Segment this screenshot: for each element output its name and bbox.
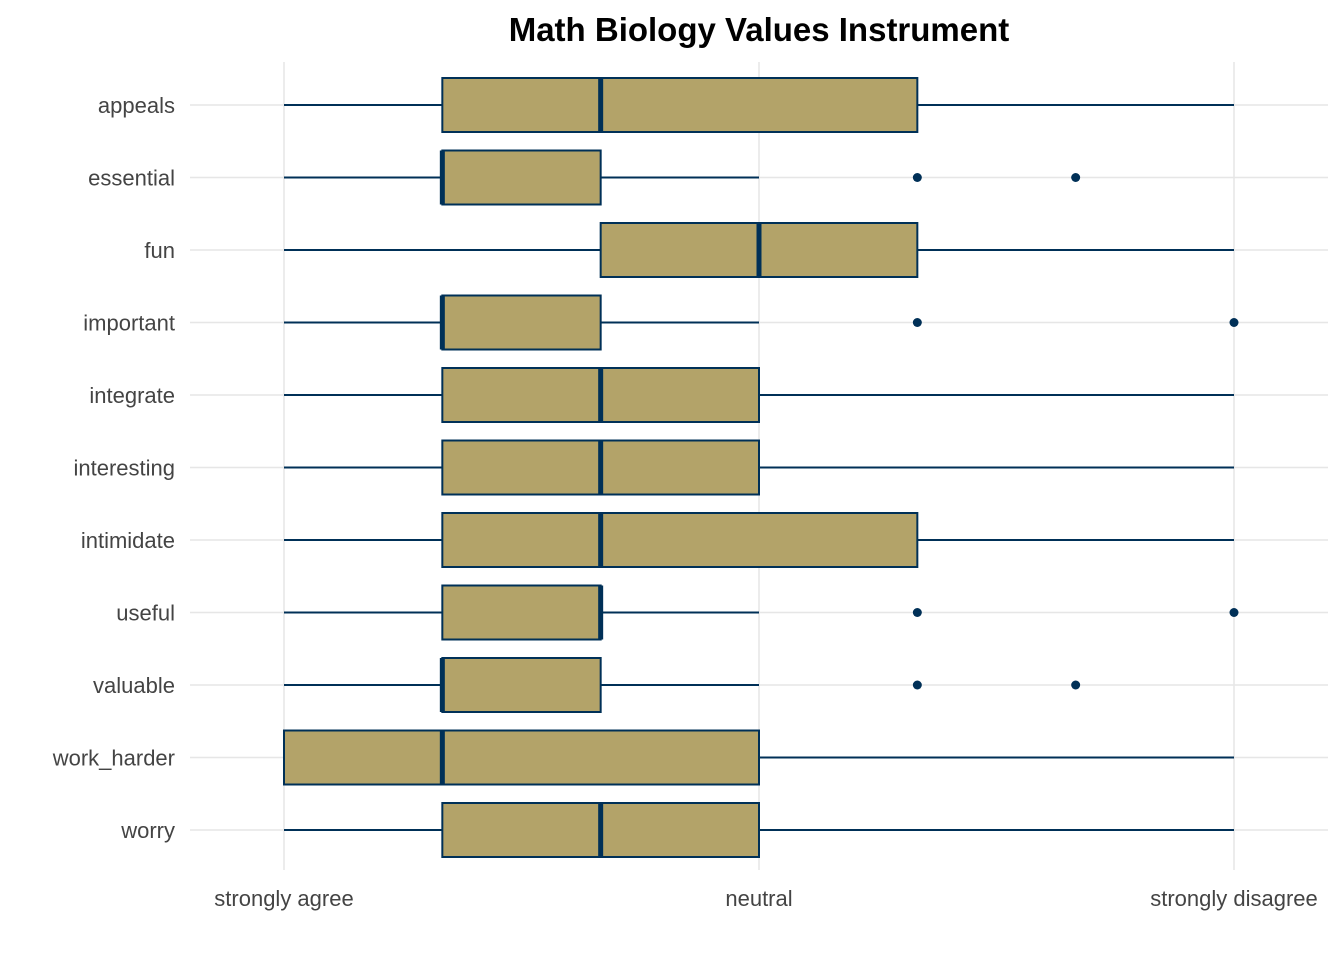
outlier-point bbox=[1229, 608, 1239, 617]
box-iqr bbox=[441, 77, 919, 133]
outlier-point bbox=[912, 318, 922, 327]
chart-title: Math Biology Values Instrument bbox=[509, 11, 1010, 48]
x-tick-label: neutral bbox=[725, 886, 792, 911]
y-tick-label: fun bbox=[144, 238, 175, 263]
box-valuable bbox=[284, 657, 1081, 713]
outlier-point bbox=[912, 173, 922, 182]
box-appeals bbox=[284, 77, 1234, 133]
x-tick-label: strongly agree bbox=[214, 886, 353, 911]
box-useful bbox=[284, 584, 1239, 641]
box-worry bbox=[284, 802, 1234, 858]
box-iqr bbox=[441, 657, 602, 713]
box-essential bbox=[284, 149, 1081, 206]
box-iqr bbox=[441, 584, 602, 641]
y-tick-label: useful bbox=[116, 601, 175, 626]
outlier-point bbox=[1071, 173, 1081, 182]
y-tick-label: work_harder bbox=[52, 746, 175, 771]
outlier-point bbox=[912, 680, 922, 690]
box-iqr bbox=[441, 149, 602, 206]
y-tick-label: worry bbox=[120, 818, 175, 843]
y-tick-label: appeals bbox=[98, 93, 175, 118]
outlier-point bbox=[1071, 680, 1081, 690]
box-fun bbox=[284, 222, 1234, 278]
y-tick-label: intimidate bbox=[81, 528, 175, 553]
x-tick-label: strongly disagree bbox=[1150, 886, 1318, 911]
box-important bbox=[284, 294, 1239, 351]
box-layer bbox=[283, 77, 1239, 858]
box-iqr bbox=[441, 512, 919, 568]
x-axis-labels: strongly agree neutral strongly disagree bbox=[214, 886, 1317, 911]
y-tick-label: integrate bbox=[89, 383, 175, 408]
box-interesting bbox=[284, 439, 1234, 496]
outlier-point bbox=[1229, 318, 1239, 327]
box-iqr bbox=[441, 294, 602, 351]
y-axis-labels: appeals essential fun important integrate int… bbox=[52, 93, 175, 843]
box-intimidate bbox=[284, 512, 1234, 568]
y-tick-label: interesting bbox=[73, 456, 175, 481]
box-iqr bbox=[283, 729, 760, 786]
outlier-point bbox=[912, 608, 922, 617]
y-tick-label: valuable bbox=[93, 673, 175, 698]
y-tick-label: important bbox=[83, 311, 175, 336]
box-integrate bbox=[284, 367, 1234, 423]
box-work_harder bbox=[283, 729, 1234, 786]
y-tick-label: essential bbox=[88, 166, 175, 191]
